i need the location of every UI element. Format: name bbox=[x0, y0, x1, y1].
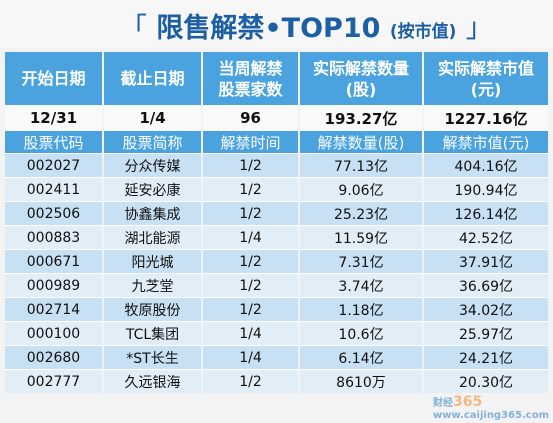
summary-values-row: 12/31 1/4 96 193.27亿 1227.16亿 bbox=[5, 105, 548, 131]
table-cell: 20.30亿 bbox=[423, 369, 548, 393]
table-cell: 002680 bbox=[5, 345, 104, 370]
table-cell: 77.13亿 bbox=[299, 153, 424, 178]
summary-value-cell: 193.27亿 bbox=[299, 105, 424, 131]
table-cell: 1.18亿 bbox=[299, 297, 424, 322]
title-close-bracket: 」 bbox=[465, 13, 493, 44]
table-row: 002680 *ST长生 1/4 6.14亿 24.21亿 bbox=[5, 345, 548, 370]
column-header-cell: 解禁市值(元) bbox=[423, 131, 548, 154]
table-cell: 久远银海 bbox=[103, 369, 203, 393]
summary-header-text: (元) bbox=[470, 79, 502, 99]
table-cell: 25.23亿 bbox=[299, 201, 424, 226]
table-cell: 9.06亿 bbox=[299, 177, 424, 202]
summary-header-text: 当周解禁 bbox=[218, 58, 283, 78]
table-cell: 37.91亿 bbox=[423, 249, 548, 274]
table-cell: 3.74亿 bbox=[299, 273, 424, 298]
table-row: 002714 牧原股份 1/2 1.18亿 34.02亿 bbox=[5, 297, 548, 322]
table-cell: 1/2 bbox=[202, 177, 300, 202]
summary-header-text: 股票家数 bbox=[218, 79, 283, 99]
table-cell: 000883 bbox=[5, 225, 104, 250]
summary-header-cell: 实际解禁数量 (股) bbox=[299, 52, 424, 105]
table-cell: 协鑫集成 bbox=[103, 201, 203, 226]
table-cell: 湖北能源 bbox=[103, 225, 203, 250]
table-cell: 九芝堂 bbox=[103, 273, 203, 298]
summary-value-cell: 1227.16亿 bbox=[423, 105, 548, 131]
summary-header-cell: 当周解禁 股票家数 bbox=[202, 52, 300, 105]
table-row: 000883 湖北能源 1/4 11.59亿 42.52亿 bbox=[5, 225, 548, 250]
summary-header-cell: 实际解禁市值 (元) bbox=[423, 52, 548, 105]
table-row: 002027 分众传媒 1/2 77.13亿 404.16亿 bbox=[5, 153, 548, 178]
summary-header-text: 开始日期 bbox=[21, 69, 86, 88]
title-bar: 「 限售解禁•TOP10 (按市值) 」 bbox=[0, 0, 553, 48]
summary-header-text: 截止日期 bbox=[120, 69, 185, 88]
table-cell: 404.16亿 bbox=[423, 153, 548, 178]
table-cell: 1/2 bbox=[202, 273, 300, 298]
summary-header-cell: 开始日期 bbox=[5, 52, 104, 105]
summary-header-text: 实际解禁数量 bbox=[312, 58, 409, 78]
table-cell: 002777 bbox=[5, 369, 104, 393]
column-header-row: 股票代码 股票简称 解禁时间 解禁数量(股) 解禁市值(元) bbox=[5, 131, 548, 154]
summary-value-cell: 96 bbox=[202, 105, 300, 131]
table-cell: 1/2 bbox=[202, 369, 300, 393]
title-open-bracket: 「 bbox=[120, 13, 147, 44]
table-cell: 11.59亿 bbox=[299, 225, 424, 250]
summary-header-text: (股) bbox=[345, 79, 377, 99]
table-cell: 10.6亿 bbox=[299, 321, 424, 346]
table-cell: *ST长生 bbox=[103, 345, 203, 370]
table-cell: 126.14亿 bbox=[423, 201, 548, 226]
table-cell: 阳光城 bbox=[103, 249, 203, 274]
table-row: 000989 九芝堂 1/2 3.74亿 36.69亿 bbox=[5, 273, 548, 298]
table-cell: 002027 bbox=[5, 153, 104, 178]
column-header-cell: 股票代码 bbox=[5, 131, 104, 154]
table-cell: 190.94亿 bbox=[423, 177, 548, 202]
table-cell: TCL集团 bbox=[103, 321, 203, 346]
summary-value-cell: 1/4 bbox=[103, 105, 203, 131]
table-cell: 34.02亿 bbox=[423, 297, 548, 322]
table-row: 002777 久远银海 1/2 8610万 20.30亿 bbox=[5, 369, 548, 393]
table-row: 000100 TCL集团 1/4 10.6亿 25.97亿 bbox=[5, 321, 548, 346]
table-cell: 25.97亿 bbox=[423, 321, 548, 346]
table-cell: 36.69亿 bbox=[423, 273, 548, 298]
summary-header-text: 实际解禁市值 bbox=[437, 58, 534, 78]
table-cell: 8610万 bbox=[299, 369, 424, 393]
summary-header-row: 开始日期 截止日期 当周解禁 股票家数 实际解禁数量 (股) 实际解禁市值 (元) bbox=[5, 52, 548, 105]
table-cell: 1/2 bbox=[202, 153, 300, 178]
table-row: 002411 延安必康 1/2 9.06亿 190.94亿 bbox=[5, 177, 548, 202]
table-cell: 1/2 bbox=[202, 201, 300, 226]
summary-header-cell: 截止日期 bbox=[103, 52, 203, 105]
table-cell: 000989 bbox=[5, 273, 104, 298]
table-cell: 000100 bbox=[5, 321, 104, 346]
table-cell: 7.31亿 bbox=[299, 249, 424, 274]
table-cell: 牧原股份 bbox=[103, 297, 203, 322]
table-cell: 002506 bbox=[5, 201, 104, 226]
table-row: 000671 阳光城 1/2 7.31亿 37.91亿 bbox=[5, 249, 548, 274]
summary-value-cell: 12/31 bbox=[5, 105, 104, 131]
table-cell: 6.14亿 bbox=[299, 345, 424, 370]
column-header-cell: 解禁时间 bbox=[202, 131, 300, 154]
table-cell: 1/4 bbox=[202, 321, 300, 346]
table-row: 002506 协鑫集成 1/2 25.23亿 126.14亿 bbox=[5, 201, 548, 226]
table-cell: 1/2 bbox=[202, 249, 300, 274]
page-title: 「 限售解禁•TOP10 (按市值) 」 bbox=[120, 6, 493, 45]
table-cell: 1/4 bbox=[202, 345, 300, 370]
table-cell: 24.21亿 bbox=[423, 345, 548, 370]
title-main: 限售解禁•TOP10 bbox=[156, 13, 381, 44]
table-cell: 000671 bbox=[5, 249, 104, 274]
table-cell: 1/2 bbox=[202, 297, 300, 322]
table-cell: 42.52亿 bbox=[423, 225, 548, 250]
title-sub: (按市值) bbox=[389, 22, 457, 42]
watermark: 财经365 www.caijing365.com bbox=[433, 394, 549, 421]
table-cell: 002714 bbox=[5, 297, 104, 322]
watermark-text: 财经 bbox=[432, 398, 453, 409]
table-cell: 002411 bbox=[5, 177, 104, 202]
column-header-cell: 股票简称 bbox=[103, 131, 203, 154]
unlock-table: 开始日期 截止日期 当周解禁 股票家数 实际解禁数量 (股) 实际解禁市值 (元) 12/31 1… bbox=[5, 52, 548, 393]
table-cell: 1/4 bbox=[202, 225, 300, 250]
table-cell: 延安必康 bbox=[103, 177, 203, 202]
table-cell: 分众传媒 bbox=[103, 153, 203, 178]
watermark-url: www.caijing365.com bbox=[432, 410, 549, 421]
watermark-number: 365 bbox=[452, 394, 483, 410]
column-header-cell: 解禁数量(股) bbox=[299, 131, 424, 154]
